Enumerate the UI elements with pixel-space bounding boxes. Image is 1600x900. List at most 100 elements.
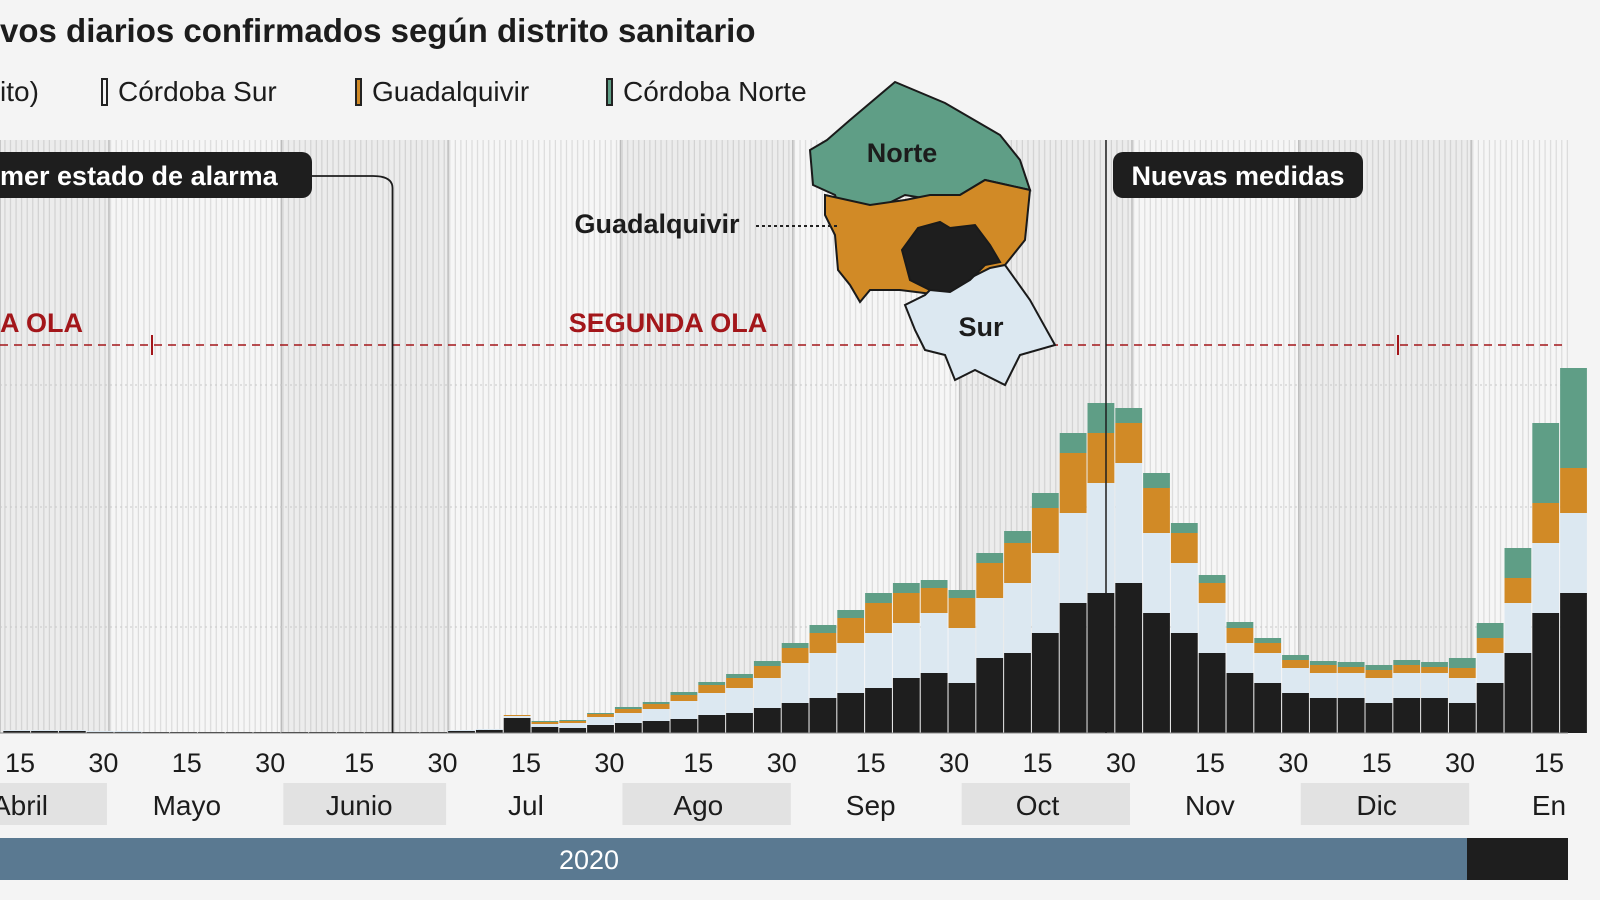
bar-guadalquivir xyxy=(865,603,892,633)
bar-sur xyxy=(1282,668,1309,693)
bar-sur xyxy=(726,688,753,713)
measures-label: Nuevas medidas xyxy=(1131,161,1344,191)
measures-label-box xyxy=(1113,152,1363,198)
bar-guadalquivir xyxy=(726,678,753,688)
bar-norte xyxy=(892,583,920,593)
bar-sur xyxy=(1393,673,1421,698)
bar-sur xyxy=(1115,463,1143,583)
x-tick-label: 30 xyxy=(767,748,797,778)
bar-sur xyxy=(3,730,31,731)
map-label-norte: Norte xyxy=(867,138,938,168)
x-tick-label: 30 xyxy=(88,748,118,778)
map-distrito xyxy=(900,220,1002,294)
bar-distrito xyxy=(1059,603,1087,733)
bar-sur xyxy=(670,701,698,719)
bar-distrito xyxy=(976,658,1004,733)
bar-guadalquivir xyxy=(1476,638,1504,653)
plot-background xyxy=(0,140,1568,733)
bar-norte xyxy=(1393,660,1421,665)
bar-guadalquivir xyxy=(1309,665,1337,673)
bar-guadalquivir xyxy=(1560,468,1587,513)
bar-guadalquivir xyxy=(670,695,698,701)
bar-distrito xyxy=(1337,698,1365,733)
month-label: Junio xyxy=(326,790,393,821)
bar-sur xyxy=(809,653,837,698)
x-tick-label: 15 xyxy=(683,748,713,778)
x-tick-label: 15 xyxy=(1362,748,1392,778)
bar-guadalquivir xyxy=(1421,667,1448,673)
alarm-line xyxy=(310,175,394,733)
bar-sur xyxy=(1476,653,1504,683)
bar-guadalquivir xyxy=(1504,578,1532,603)
bar-norte xyxy=(1254,638,1282,643)
year-label: 2020 xyxy=(559,845,619,875)
legend-label: Córdoba Sur xyxy=(118,76,277,107)
bar-guadalquivir xyxy=(1031,508,1059,553)
bar-distrito xyxy=(642,721,670,733)
bar-guadalquivir xyxy=(1059,453,1087,513)
bar-distrito xyxy=(31,731,58,733)
legend-item-sur: Córdoba Sur xyxy=(101,76,277,108)
bar-distrito xyxy=(1254,683,1282,733)
bar-sur xyxy=(698,693,726,715)
month-label-box xyxy=(0,783,107,825)
x-tick-label: 30 xyxy=(255,748,285,778)
bar-guadalquivir xyxy=(892,593,920,623)
bar-sur xyxy=(1087,483,1115,593)
bar-norte xyxy=(1031,493,1059,508)
bar-distrito xyxy=(1198,653,1226,733)
x-tick-label: 30 xyxy=(1106,748,1136,778)
bar-norte xyxy=(837,610,865,618)
bar-guadalquivir xyxy=(1170,533,1198,563)
month-label: Jul xyxy=(508,790,544,821)
bar-norte xyxy=(1309,661,1337,665)
bar-sur xyxy=(58,730,86,731)
bar-norte xyxy=(1532,423,1560,503)
month-label-box xyxy=(283,783,447,825)
bar-guadalquivir xyxy=(809,633,837,653)
bar-norte xyxy=(698,682,726,685)
district-map: Norte Guadalquivir Sur xyxy=(574,80,1057,387)
bar-sur xyxy=(1059,513,1087,603)
bar-distrito xyxy=(1504,653,1532,733)
bar-sur xyxy=(1254,653,1282,683)
bar-guadalquivir xyxy=(976,563,1004,598)
bar-norte xyxy=(1448,658,1476,668)
bar-norte xyxy=(531,721,559,722)
bar-norte xyxy=(1476,623,1504,638)
bar-guadalquivir xyxy=(1448,668,1476,678)
bar-distrito xyxy=(614,723,642,733)
bar-sur xyxy=(781,663,809,703)
bar-norte xyxy=(1560,368,1587,468)
map-sur xyxy=(903,263,1057,387)
x-tick-label: 15 xyxy=(856,748,886,778)
bar-distrito xyxy=(559,728,587,733)
bar-norte xyxy=(1087,403,1115,433)
bar-norte xyxy=(1282,655,1309,660)
x-tick-label: 15 xyxy=(5,748,35,778)
x-tick-label: 30 xyxy=(1278,748,1308,778)
bar-sur xyxy=(1170,563,1198,633)
map-label-sur: Sur xyxy=(958,312,1004,342)
month-label: Mayo xyxy=(153,790,221,821)
bar-norte xyxy=(587,713,614,714)
x-tick-label: 15 xyxy=(511,748,541,778)
year-band-2021 xyxy=(1467,838,1568,880)
month-label: Nov xyxy=(1185,790,1235,821)
bar-distrito xyxy=(920,673,948,733)
second-wave-label: SEGUNDA OLA xyxy=(569,308,768,338)
bar-sur xyxy=(1504,603,1532,653)
bar-distrito xyxy=(865,688,892,733)
legend-label: Córdoba Norte xyxy=(623,76,807,107)
bar-guadalquivir xyxy=(753,666,781,678)
bar-guadalquivir xyxy=(531,722,559,724)
bar-norte xyxy=(753,661,781,666)
bar-guadalquivir xyxy=(587,714,614,717)
bar-norte xyxy=(1421,662,1448,667)
year-band-2020 xyxy=(0,838,1467,880)
bar-norte xyxy=(865,593,892,603)
bar-distrito xyxy=(726,713,753,733)
bar-norte xyxy=(809,625,837,633)
x-tick-label: 30 xyxy=(1445,748,1475,778)
bar-sur xyxy=(837,643,865,693)
